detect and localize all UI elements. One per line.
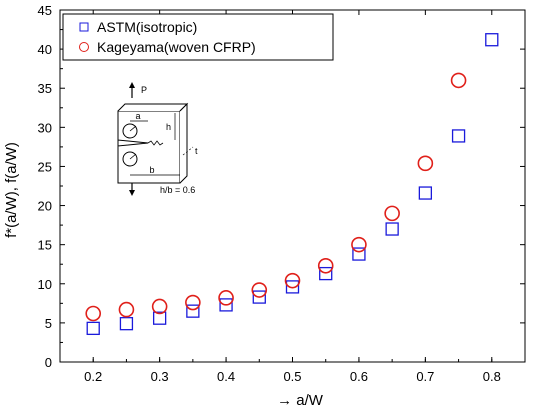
legend-label-kageyama: Kageyama(woven CFRP): [97, 39, 256, 55]
legend: ASTM(isotropic) Kageyama(woven CFRP): [62, 13, 334, 61]
astm-point: [86, 321, 100, 336]
legend-circle-marker: [79, 42, 89, 52]
x-tick-label: 0.7: [416, 369, 434, 384]
x-tick-label: 0.2: [84, 369, 102, 384]
kageyama-point: [417, 155, 434, 172]
specimen-side-face: [179, 102, 188, 184]
legend-square-marker: [79, 22, 89, 32]
y-axis: 0 5 10 15 20 25 30 35 40 45: [38, 3, 525, 370]
dim-a-label: a: [135, 111, 140, 121]
legend-frame: [62, 13, 334, 61]
load-label: P: [141, 85, 147, 95]
kageyama-point: [450, 72, 467, 89]
dim-t-label: t: [195, 146, 198, 156]
dim-h-label: h: [166, 122, 171, 132]
kageyama-point: [85, 305, 102, 322]
astm-point: [418, 186, 433, 200]
kageyama-point: [251, 282, 268, 298]
load-arrow-down-head-icon: [129, 190, 135, 196]
dim-b-label: b: [149, 165, 154, 175]
astm-point: [451, 129, 466, 143]
kageyama-point: [284, 272, 301, 289]
x-axis: 0.2 0.3 0.4 0.5 0.6 0.7 0.8: [59, 10, 526, 384]
y-tick-label: 45: [38, 3, 52, 18]
plot-frame: [59, 9, 526, 363]
load-arrow-up-head-icon: [129, 82, 135, 88]
y-tick-label: 10: [38, 277, 52, 292]
x-tick-label: 0.4: [217, 369, 235, 384]
astm-point: [119, 317, 134, 331]
y-tick-label: 5: [45, 316, 52, 331]
y-tick-label: 30: [38, 120, 52, 135]
specimen-diagram: P a h b t h/b = 0.6: [117, 82, 198, 196]
kageyama-point: [185, 294, 201, 311]
astm-point: [252, 290, 266, 304]
astm-point: [285, 280, 300, 294]
kageyama-point: [151, 298, 168, 315]
astm-point: [385, 222, 399, 236]
y-tick-label: 35: [38, 81, 52, 96]
x-tick-label: 0.8: [483, 369, 501, 384]
y-tick-label: 40: [38, 42, 52, 57]
y-tick-label: 25: [38, 159, 52, 174]
specimen-top-face: [117, 103, 189, 112]
kageyama-point: [384, 205, 400, 222]
kageyama-point: [351, 236, 367, 253]
x-tick-label: 0.6: [350, 369, 368, 384]
astm-point: [319, 266, 333, 281]
x-tick-label: 0.3: [151, 369, 169, 384]
y-tick-label: 15: [38, 238, 52, 253]
y-tick-label: 20: [38, 199, 52, 214]
kageyama-point: [118, 301, 135, 318]
x-axis-title: → a/W: [277, 392, 324, 409]
kageyama-point: [317, 257, 334, 274]
astm-point: [352, 247, 366, 261]
astm-point: [485, 33, 499, 47]
kageyama-point: [218, 290, 234, 306]
legend-label-astm: ASTM(isotropic): [97, 19, 197, 35]
x-tick-label: 0.5: [283, 369, 301, 384]
astm-point: [186, 304, 200, 318]
y-tick-label: 0: [45, 355, 52, 370]
crack-icon: [147, 140, 164, 146]
astm-point: [219, 298, 233, 312]
y-axis-title: f*(a/W), f(a/W): [3, 142, 20, 238]
astm-point: [152, 311, 167, 325]
ratio-label: h/b = 0.6: [160, 185, 195, 195]
plot-area: [59, 9, 526, 363]
